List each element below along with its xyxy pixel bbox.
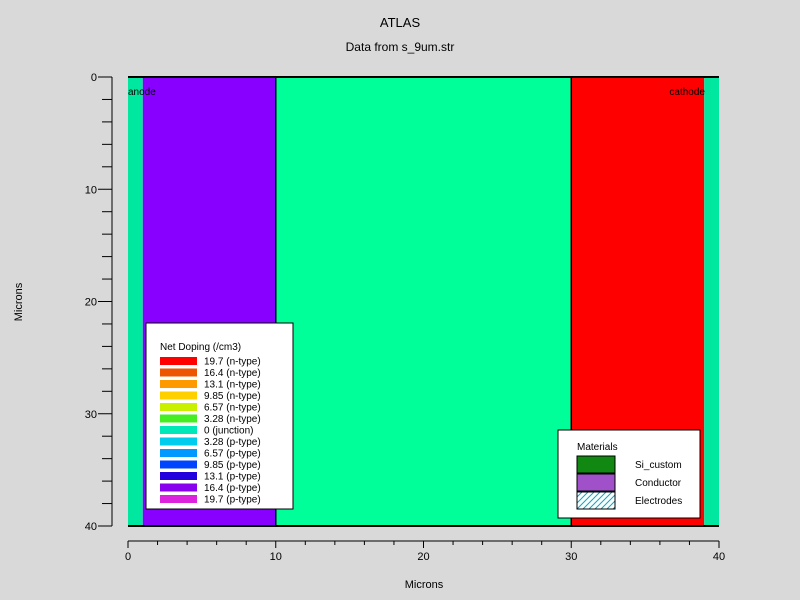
materials-legend-label: Conductor [635,478,682,489]
x-axis-label: Microns [405,579,444,591]
doping-legend-label: 6.57 (n-type) [204,403,261,414]
electrode-labels: anode cathode [128,87,705,98]
chart-title: ATLAS [380,15,421,30]
doping-legend-label: 16.4 (n-type) [204,368,261,379]
y-tick-label: 40 [85,521,97,533]
x-tick-label: 40 [713,551,725,563]
materials-legend-title: Materials [577,442,618,453]
doping-legend-swatch [160,391,197,400]
doping-legend: Net Doping (/cm3) 19.7 (n-type)16.4 (n-ty… [145,322,294,510]
doping-legend-label: 3.28 (p-type) [204,437,261,448]
doping-legend-swatch [160,483,197,492]
doping-legend-label: 3.28 (n-type) [204,414,261,425]
region-electrode [128,77,143,526]
doping-legend-swatch [160,449,197,457]
materials-legend: Materials Si_custom Conductor Electrodes [557,429,701,519]
doping-legend-swatch [160,437,197,446]
doping-legend-title: Net Doping (/cm3) [160,342,241,353]
materials-legend-label: Si_custom [635,460,682,471]
doping-legend-swatch [160,380,197,388]
doping-legend-label: 9.85 (n-type) [204,391,261,402]
doping-legend-label: 16.4 (p-type) [204,483,261,494]
materials-legend-label: Electrodes [635,496,682,507]
doping-legend-swatch [160,403,197,411]
materials-legend-swatch [576,491,616,510]
doping-legend-swatch [160,414,197,423]
doping-legend-swatch [160,495,197,503]
materials-legend-swatch [576,473,616,492]
y-tick-label: 20 [85,297,97,309]
region-electrode [704,77,719,526]
doping-legend-label: 13.1 (p-type) [204,472,261,483]
y-tick-label: 30 [85,409,97,421]
electrode-label-cathode: cathode [669,87,705,98]
doping-legend-swatch [160,472,197,480]
doping-legend-label: 19.7 (n-type) [204,357,261,368]
doping-legend-swatch [160,357,197,365]
doping-legend-label: 9.85 (p-type) [204,460,261,471]
chart-subtitle: Data from s_9um.str [346,40,455,54]
doping-legend-swatch [160,368,197,377]
x-tick-label: 0 [125,551,131,563]
region-junction [275,77,572,526]
materials-legend-swatch [576,455,616,474]
x-tick-label: 30 [565,551,577,563]
doping-legend-swatch [160,460,197,469]
y-tick-label: 10 [85,184,97,196]
doping-legend-label: 0 (junction) [204,426,253,437]
x-tick-label: 10 [270,551,282,563]
x-tick-label: 20 [417,551,429,563]
doping-legend-label: 6.57 (p-type) [204,449,261,460]
doping-legend-label: 13.1 (n-type) [204,380,261,391]
doping-legend-label: 19.7 (p-type) [204,495,261,506]
y-axis-label: Microns [13,282,25,321]
y-tick-label: 0 [91,72,97,84]
electrode-label-anode: anode [128,87,156,98]
doping-legend-swatch [160,426,197,434]
axes: 0 10 20 30 40 0 10 20 30 40 [85,72,725,563]
